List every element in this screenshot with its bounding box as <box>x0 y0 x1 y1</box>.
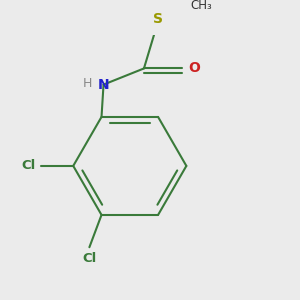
Text: Cl: Cl <box>82 252 97 265</box>
Text: H: H <box>83 77 92 90</box>
Text: CH₃: CH₃ <box>190 0 212 12</box>
Text: N: N <box>98 78 109 92</box>
Text: S: S <box>153 12 163 26</box>
Text: O: O <box>188 61 200 75</box>
Text: Cl: Cl <box>22 159 36 172</box>
